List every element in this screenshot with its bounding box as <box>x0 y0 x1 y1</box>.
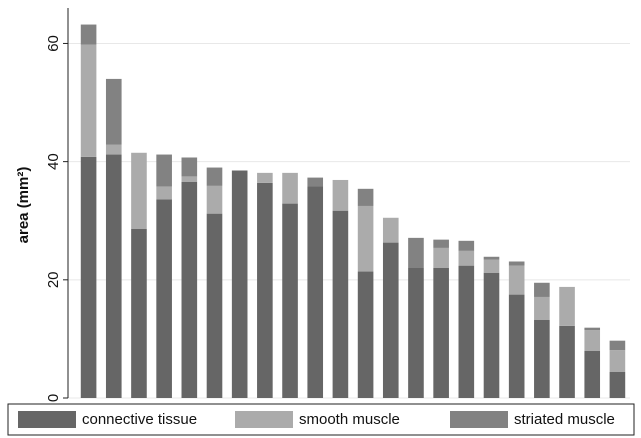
bar-segment <box>534 282 550 297</box>
bar-segment <box>483 256 500 260</box>
bar-segment <box>382 242 399 398</box>
bar-segment <box>483 259 500 273</box>
bar-segment <box>584 327 601 331</box>
legend-label: connective tissue <box>82 411 197 428</box>
legend-label: striated muscle <box>514 411 615 428</box>
bar-segment <box>156 199 172 398</box>
y-tick-label: 0 <box>45 394 62 402</box>
bar-segment <box>408 268 424 398</box>
bar-segment <box>80 156 97 398</box>
bar-segment <box>156 154 172 187</box>
bar-segment <box>433 239 449 248</box>
bar-segment <box>458 265 475 398</box>
bar-segment <box>282 172 298 204</box>
bar-segment <box>483 272 500 398</box>
bar-segment <box>332 179 349 211</box>
bar-segment <box>105 144 122 155</box>
bar-segment <box>609 372 626 398</box>
bar-segment <box>609 350 626 372</box>
legend-box <box>7 403 635 436</box>
bar-segment <box>458 250 475 266</box>
bar-segment <box>131 229 147 398</box>
y-axis-label: area (mm²) <box>15 167 32 244</box>
bar-segment <box>534 320 550 398</box>
bar-segment <box>508 294 525 398</box>
bar-segment <box>206 213 223 398</box>
bar-segment <box>282 203 298 398</box>
bar-segment <box>559 325 575 398</box>
bar-segment <box>80 24 97 45</box>
bar-segment <box>458 240 475 251</box>
bar-segment <box>181 176 198 182</box>
legend-label: smooth muscle <box>299 411 400 428</box>
bar-segment <box>534 296 550 320</box>
bar-segment <box>357 271 374 398</box>
bar-segment <box>257 182 273 398</box>
bar-segment <box>307 186 324 398</box>
bar-segment <box>508 265 525 295</box>
y-tick-label: 20 <box>45 271 62 288</box>
bar-segment <box>105 78 122 145</box>
bar-segment <box>584 330 601 351</box>
legend-swatch <box>450 411 508 428</box>
bar-segment <box>181 181 198 398</box>
bar-segment <box>357 205 374 272</box>
bar-segment <box>382 217 399 243</box>
legend-swatch <box>18 411 76 428</box>
bar-segment <box>559 286 575 326</box>
y-tick-label: 60 <box>45 35 62 52</box>
bar-segment <box>257 172 273 183</box>
bar-segment <box>131 152 147 229</box>
bar-segment <box>584 350 601 398</box>
y-tick-label: 40 <box>45 153 62 170</box>
bar-segment <box>357 188 374 206</box>
bar-segment <box>105 154 122 398</box>
bar-segment <box>408 237 424 268</box>
bar-segment <box>307 177 324 187</box>
legend-swatch <box>235 411 293 428</box>
bar-segment <box>231 170 248 398</box>
bar-segment <box>433 247 449 268</box>
bar-segment <box>80 44 97 157</box>
bar-segment <box>332 210 349 398</box>
bar-segment <box>181 157 198 177</box>
bar-segment <box>609 340 626 351</box>
bar-segment <box>206 185 223 214</box>
bar-segment <box>433 268 449 398</box>
bar-segment <box>508 261 525 266</box>
bar-segment <box>156 186 172 200</box>
bar-segment <box>206 167 223 186</box>
